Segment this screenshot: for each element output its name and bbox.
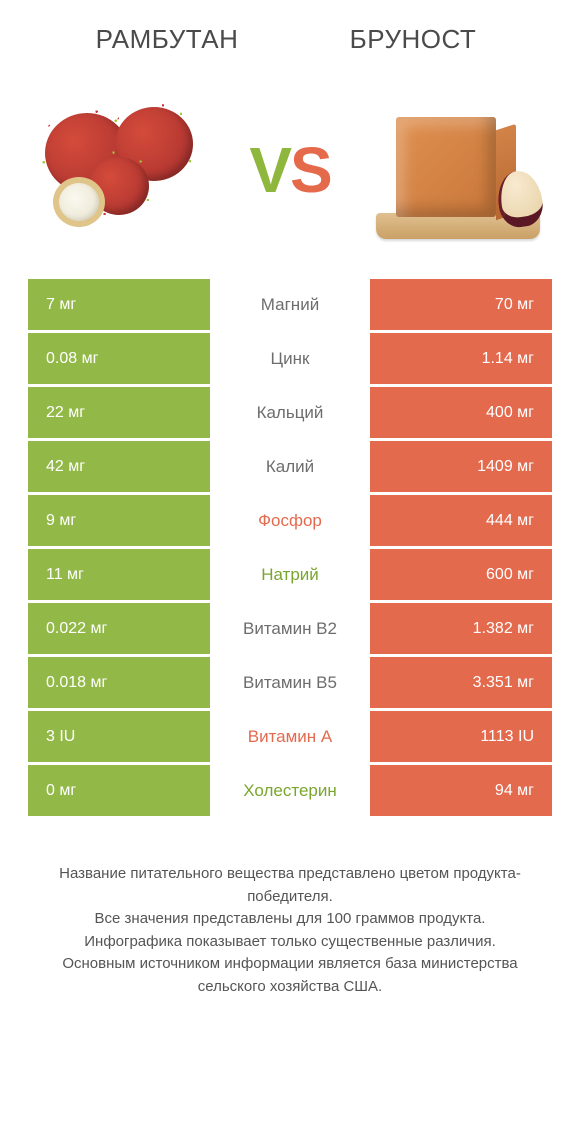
- right-product-title: Бруност: [290, 24, 536, 55]
- right-value: 94 мг: [370, 765, 552, 816]
- footnote-line: Все значения представлены для 100 граммо…: [42, 908, 538, 931]
- left-value: 7 мг: [28, 279, 210, 330]
- title-row: Рамбутан Бруност: [28, 24, 552, 67]
- right-product-image: [368, 95, 548, 245]
- vs-label: VS: [249, 133, 330, 207]
- vs-s: S: [290, 134, 331, 206]
- left-value: 42 мг: [28, 441, 210, 492]
- left-value: 22 мг: [28, 387, 210, 438]
- footnote-line: Инфографика показывает только существенн…: [42, 931, 538, 954]
- footnote: Название питательного вещества представл…: [28, 863, 552, 1018]
- left-value: 0.022 мг: [28, 603, 210, 654]
- right-value: 1.382 мг: [370, 603, 552, 654]
- nutrition-table: 7 мгМагний70 мг0.08 мгЦинк1.14 мг22 мгКа…: [28, 279, 552, 819]
- table-row: 3 IUВитамин A1113 IU: [28, 711, 552, 765]
- nutrient-label: Витамин B5: [210, 657, 370, 708]
- left-value: 0.08 мг: [28, 333, 210, 384]
- nutrient-label: Холестерин: [210, 765, 370, 816]
- right-value: 400 мг: [370, 387, 552, 438]
- table-row: 0.022 мгВитамин B21.382 мг: [28, 603, 552, 657]
- right-value: 1113 IU: [370, 711, 552, 762]
- nutrient-label: Цинк: [210, 333, 370, 384]
- table-row: 7 мгМагний70 мг: [28, 279, 552, 333]
- brunost-illustration: [368, 95, 548, 245]
- table-row: 22 мгКальций400 мг: [28, 387, 552, 441]
- right-value: 444 мг: [370, 495, 552, 546]
- nutrient-label: Витамин A: [210, 711, 370, 762]
- right-value: 1409 мг: [370, 441, 552, 492]
- nutrient-label: Натрий: [210, 549, 370, 600]
- table-row: 0.018 мгВитамин B53.351 мг: [28, 657, 552, 711]
- right-value: 1.14 мг: [370, 333, 552, 384]
- right-value: 70 мг: [370, 279, 552, 330]
- left-value: 3 IU: [28, 711, 210, 762]
- vs-v: V: [249, 134, 290, 206]
- table-row: 9 мгФосфор444 мг: [28, 495, 552, 549]
- right-value: 600 мг: [370, 549, 552, 600]
- table-row: 0 мгХолестерин94 мг: [28, 765, 552, 819]
- nutrient-label: Калий: [210, 441, 370, 492]
- left-product-title: Рамбутан: [44, 24, 290, 55]
- table-row: 42 мгКалий1409 мг: [28, 441, 552, 495]
- footnote-line: Основным источником информации является …: [42, 953, 538, 998]
- left-value: 0.018 мг: [28, 657, 210, 708]
- table-row: 0.08 мгЦинк1.14 мг: [28, 333, 552, 387]
- left-value: 11 мг: [28, 549, 210, 600]
- nutrient-label: Кальций: [210, 387, 370, 438]
- left-product-image: [32, 95, 212, 245]
- image-row: VS: [28, 95, 552, 245]
- nutrient-label: Магний: [210, 279, 370, 330]
- nutrient-label: Витамин B2: [210, 603, 370, 654]
- nutrient-label: Фосфор: [210, 495, 370, 546]
- table-row: 11 мгНатрий600 мг: [28, 549, 552, 603]
- right-value: 3.351 мг: [370, 657, 552, 708]
- left-value: 9 мг: [28, 495, 210, 546]
- left-value: 0 мг: [28, 765, 210, 816]
- rambutan-illustration: [37, 105, 207, 235]
- footnote-line: Название питательного вещества представл…: [42, 863, 538, 908]
